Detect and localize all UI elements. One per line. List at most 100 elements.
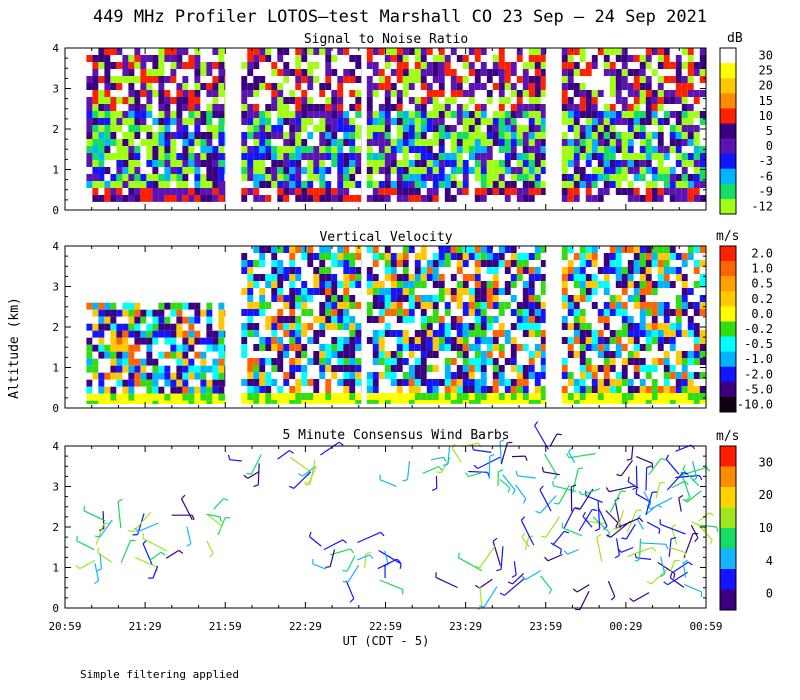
heatmap-cell [176,76,183,83]
heatmap-cell [283,344,290,351]
heatmap-cell [134,153,141,160]
heatmap-cell [200,167,207,174]
heatmap-cell [146,344,153,352]
heatmap-cell [639,97,646,104]
heatmap-cell [313,344,320,351]
heatmap-cell [122,139,129,146]
colorbar-label: 0 [766,139,773,153]
heatmap-cell [218,372,225,380]
heatmap-cell [693,337,700,344]
heatmap-cell [366,316,373,323]
heatmap-cell [528,330,535,337]
colorbar-unit-vv: m/s [716,229,739,244]
heatmap-cell [253,153,260,160]
heatmap-cell [567,302,574,309]
heatmap-cell [681,330,688,337]
heatmap-cell [134,90,141,97]
wind-barb-flag [638,517,644,523]
heatmap-cell [277,323,284,330]
heatmap-cell [468,76,475,83]
heatmap-cell [396,358,403,365]
heatmap-cell [378,188,385,195]
heatmap-cell [522,365,529,372]
heatmap-cell [331,379,338,386]
heatmap-cell [146,139,153,146]
heatmap-cell [480,104,487,111]
heatmap-cell [253,195,260,202]
heatmap-cell [283,260,290,267]
heatmap-cell [271,288,278,295]
heatmap-cell [366,344,373,351]
x-tick-label: 23:29 [449,620,482,633]
heatmap-cell [319,118,326,125]
heatmap-cell [92,69,99,76]
heatmap-cell [224,344,226,352]
heatmap-cell [414,393,421,400]
heatmap-cell [456,195,463,202]
heatmap-cell [603,274,610,281]
wind-barb [357,531,381,544]
heatmap-cell [528,83,535,90]
heatmap-cell [621,55,628,62]
heatmap-cell [212,344,219,352]
heatmap-cell [206,167,213,174]
wind-barb-flag [559,549,562,555]
heatmap-cell [390,393,397,400]
heatmap-cell [355,97,362,104]
heatmap-cell [295,146,302,153]
heatmap-cell [567,351,574,358]
wind-barb [692,460,698,479]
heatmap-cell [540,302,546,309]
heatmap-cell [663,132,670,139]
heatmap-cell [414,295,421,302]
heatmap-cell [271,400,278,404]
heatmap-cell [579,379,586,386]
heatmap-cell [591,90,598,97]
heatmap-cell [146,358,153,366]
heatmap-cell [687,174,694,181]
wind-barb [94,563,100,581]
heatmap-cell [657,76,664,83]
heatmap-cell [116,76,123,83]
heatmap-cell [573,344,580,351]
heatmap-cell [504,97,511,104]
heatmap-cell [591,253,598,260]
heatmap-cell [510,146,517,153]
heatmap-cell [212,351,219,359]
wind-barb-flag [568,447,573,453]
heatmap-cell [366,288,373,295]
heatmap-cell [194,181,201,188]
heatmap-cell [194,69,201,76]
heatmap-cell [597,55,604,62]
heatmap-cell [603,160,610,167]
heatmap-cell [176,55,183,62]
heatmap-cell [158,97,165,104]
heatmap-cell [579,281,586,288]
heatmap-cell [462,344,469,351]
heatmap-cell [110,337,117,345]
heatmap-cell [86,125,93,132]
heatmap-cell [669,167,676,174]
heatmap-cell [579,76,586,83]
heatmap-cell [474,174,481,181]
heatmap-cell [438,174,445,181]
heatmap-cell [98,365,105,373]
wind-barb [137,522,159,533]
heatmap-cell [301,90,308,97]
heatmap-cell [224,181,226,188]
heatmap-cell [573,358,580,365]
heatmap-cell [170,90,177,97]
heatmap-cell [176,104,183,111]
heatmap-cell [633,372,640,379]
wind-barb-flag [571,484,577,488]
heatmap-cell [534,351,541,358]
heatmap-cell [486,167,493,174]
heatmap-cell [651,62,658,69]
heatmap-cell [247,372,254,379]
heatmap-cell [349,146,356,153]
heatmap-cell [259,351,266,358]
heatmap-cell [218,69,225,76]
heatmap-cell [104,139,111,146]
heatmap-cell [307,188,314,195]
heatmap-cell [651,174,658,181]
